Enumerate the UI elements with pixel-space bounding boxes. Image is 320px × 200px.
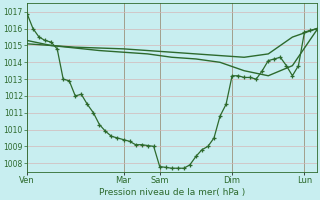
X-axis label: Pression niveau de la mer( hPa ): Pression niveau de la mer( hPa ): [99, 188, 245, 197]
